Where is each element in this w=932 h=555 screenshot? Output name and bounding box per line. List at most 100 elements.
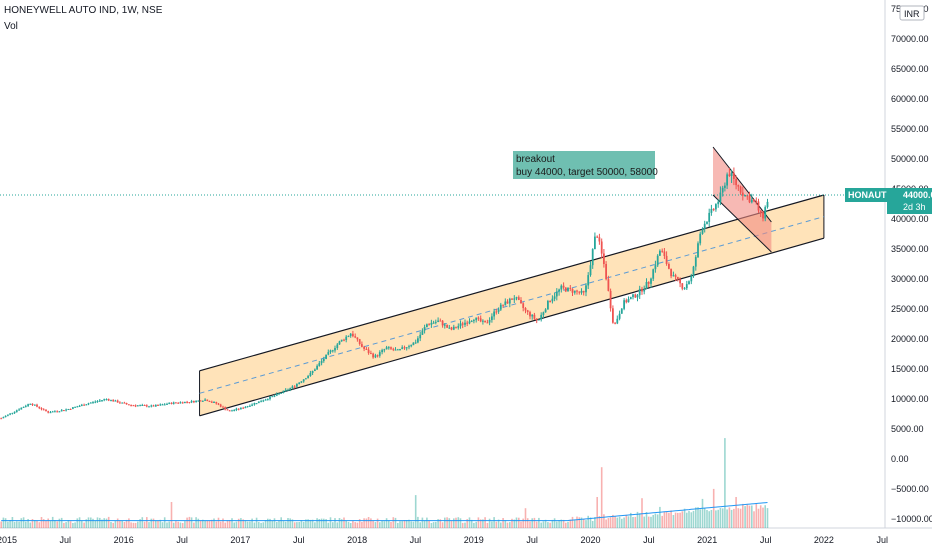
volume-bar <box>652 515 654 528</box>
candle-body <box>533 314 536 319</box>
candle-body <box>139 405 141 407</box>
volume-bar <box>748 505 751 528</box>
volume-bar <box>90 517 92 528</box>
volume-bar <box>728 507 731 528</box>
candle-body <box>60 410 63 412</box>
candle-body <box>240 407 242 410</box>
volume-bar <box>674 512 677 528</box>
candle-body <box>316 365 318 370</box>
candle-body <box>741 192 744 196</box>
volume-bar <box>578 517 581 528</box>
candle-body <box>38 406 41 409</box>
currency-badge[interactable]: INR <box>899 5 925 21</box>
channel-midline <box>199 216 825 394</box>
volume-bar <box>105 518 108 528</box>
candle-body <box>378 352 381 356</box>
volume-bar <box>56 521 58 528</box>
volume-bar <box>123 522 126 528</box>
candle-body <box>296 384 298 387</box>
volume-bar <box>352 520 354 528</box>
volume-bar <box>302 521 305 528</box>
volume-bar <box>475 521 477 528</box>
candle-body <box>249 405 251 407</box>
volume-bar <box>284 521 287 528</box>
candle-body <box>392 348 395 350</box>
candle-body <box>262 400 265 402</box>
candle-body <box>663 251 666 256</box>
candle-body <box>661 250 664 252</box>
volume-bar <box>340 519 343 528</box>
volume-bar <box>139 519 141 528</box>
volume-moving-average <box>1 502 768 522</box>
volume-bar <box>746 504 749 528</box>
candle-body <box>222 406 224 408</box>
annotation-box[interactable]: breakout buy 44000, target 50000, 58000 <box>513 151 658 179</box>
volume-bar <box>647 516 650 528</box>
candle-body <box>636 295 639 298</box>
volume-bar <box>358 519 361 528</box>
candle-body <box>551 298 554 302</box>
candle-body <box>508 298 511 304</box>
candle-body <box>31 403 34 405</box>
volume-bar <box>464 522 466 528</box>
candle-body <box>764 207 767 219</box>
volume-bar <box>672 515 675 528</box>
volume-bar <box>356 522 359 528</box>
candle-body <box>123 402 126 404</box>
candle-body <box>432 322 435 324</box>
volume-bar <box>208 520 211 528</box>
candle-body <box>134 405 137 407</box>
volume-bar <box>309 519 312 528</box>
volume-bar <box>625 514 628 528</box>
candle-body <box>141 405 144 406</box>
volume-label: Vol <box>4 21 18 32</box>
candle-body <box>390 347 392 349</box>
candle-body <box>181 402 184 404</box>
volume-bar <box>435 521 437 528</box>
candle-body <box>558 289 560 292</box>
volume-bar <box>370 518 372 528</box>
candle-body <box>199 400 202 402</box>
candle-body <box>694 257 697 267</box>
volume-bar <box>412 521 415 528</box>
volume-bar <box>168 521 170 528</box>
volume-bar <box>231 518 233 528</box>
volume-bar <box>614 515 616 528</box>
candle-body <box>273 395 276 397</box>
volume-bar <box>372 520 374 528</box>
candle-body <box>605 264 607 280</box>
volume-bar <box>186 517 188 528</box>
volume-bar <box>630 512 632 528</box>
candle-body <box>78 405 81 407</box>
volume-bar <box>166 522 168 528</box>
candle-body <box>520 300 522 304</box>
volume-bar <box>65 522 67 528</box>
candle-body <box>219 404 222 407</box>
volume-bar <box>567 521 569 528</box>
candle-body <box>426 324 428 328</box>
volume-bar <box>365 518 368 528</box>
volume-bar <box>152 518 155 528</box>
volume-bar <box>437 519 439 528</box>
candle-body <box>159 404 162 406</box>
candle-body <box>744 195 746 197</box>
volume-bar <box>332 522 334 528</box>
volume-bar <box>184 521 186 528</box>
volume-bar <box>591 521 594 528</box>
candle-body <box>587 275 590 286</box>
candle-body <box>217 403 220 405</box>
volume-bar <box>533 517 536 528</box>
candle-body <box>92 401 94 403</box>
candle-body <box>85 404 88 406</box>
price-axis-label: 25000.00 <box>891 304 929 314</box>
volume-bar <box>755 504 758 528</box>
volume-bar <box>172 522 175 528</box>
time-axis[interactable]: 2015 Jul 2016 Jul 2017 Jul 2018 Jul 2019 Jul 2020 J… <box>0 535 888 545</box>
time-axis-label: 2021 <box>697 535 717 545</box>
candle-body <box>484 320 486 323</box>
candle-body <box>733 172 735 179</box>
volume-bar <box>423 520 426 528</box>
volume-bar <box>87 517 90 528</box>
